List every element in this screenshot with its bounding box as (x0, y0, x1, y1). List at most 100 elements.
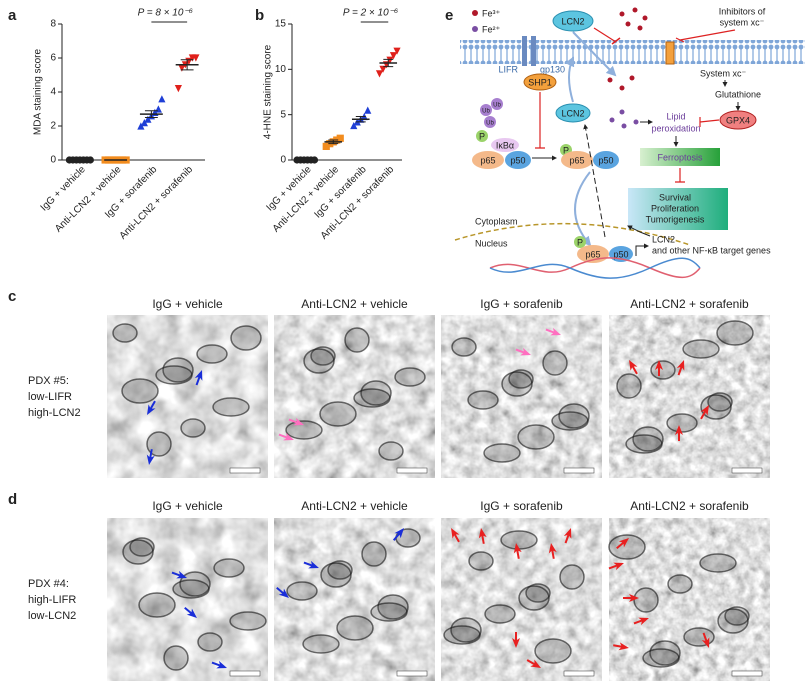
mitochondrion (642, 648, 680, 668)
error-bar (180, 59, 194, 71)
mitochondrion (483, 443, 521, 463)
mitochondrion (180, 418, 206, 438)
lcn2: LCN2 (561, 108, 584, 118)
system: System xc⁻ (700, 68, 747, 78)
mitochondrion (163, 645, 189, 671)
inhibitors: system xc⁻ (720, 17, 765, 27)
mitochondrion (467, 390, 499, 410)
mitochondrion (700, 394, 732, 420)
ub: Ub (486, 121, 494, 127)
arrow (478, 528, 487, 544)
panel-label: b (255, 7, 264, 24)
scale-bar (563, 467, 595, 474)
fe3: Fe³⁺ (482, 8, 501, 18)
fe2-icon (472, 26, 478, 32)
column-title: Anti-LCN2 + sorafenib (630, 297, 749, 311)
outcome: Tumorigenesis (646, 214, 705, 224)
point (192, 54, 200, 62)
error-bar (328, 139, 339, 145)
mitochondrion (558, 403, 590, 429)
ikba: IκBα (496, 140, 514, 150)
nucleus: Nucleus (475, 238, 508, 248)
arrow (565, 56, 575, 103)
lcn2: LCN2 (561, 16, 584, 26)
micrograph (107, 518, 268, 681)
p: P (577, 237, 583, 247)
point (336, 134, 344, 142)
iron-dots (607, 7, 648, 91)
y-tick-label: 2 (50, 121, 56, 132)
arrow (623, 594, 639, 602)
cytoplasm: Cytoplasm (475, 216, 518, 226)
arrow (288, 417, 304, 426)
arrow (616, 538, 629, 550)
outcome-box (628, 188, 728, 230)
y-tick-label: 0 (280, 155, 286, 166)
mitochondrion (667, 574, 693, 594)
mitochondrion (285, 420, 323, 440)
mitochondrion (633, 587, 659, 613)
inhibitors: Inhibitors of (719, 6, 766, 16)
inhibit-line (699, 117, 720, 127)
ub: Ub (493, 103, 501, 109)
panel-label: d (8, 491, 17, 508)
lifr: LIFR (498, 64, 518, 74)
mitochondrion (518, 585, 550, 611)
y-axis-label: 4-HNE staining score (263, 44, 274, 139)
mitochondrion (286, 581, 318, 601)
column-title: Anti-LCN2 + vehicle (301, 297, 408, 311)
micrograph (274, 518, 435, 681)
membrane (460, 40, 805, 64)
mitochondrion (162, 357, 194, 383)
mitochondrion (500, 530, 538, 550)
micrograph-image (441, 518, 602, 681)
arrow (303, 560, 319, 569)
micrograph-image (441, 315, 602, 478)
mitochondrion (534, 638, 572, 664)
p-icon (574, 236, 586, 248)
mitochondrion (370, 602, 408, 622)
panel-label: c (8, 288, 16, 305)
column-title: IgG + sorafenib (480, 499, 563, 513)
receptor (531, 36, 536, 66)
arrow (545, 327, 561, 336)
mitochondrion (319, 401, 357, 427)
y-tick-label: 5 (280, 109, 286, 120)
y-tick-label: 0 (50, 155, 56, 166)
error-bar (383, 58, 394, 68)
arrow (392, 528, 404, 541)
receptor (522, 36, 527, 66)
fe3-icon (472, 10, 478, 16)
arrow (574, 171, 592, 247)
transporter (665, 41, 675, 65)
mitochondrion (212, 397, 250, 417)
ferroptosis: Ferroptosis (657, 152, 703, 162)
mitochondrion (303, 348, 335, 374)
point (386, 56, 394, 64)
micrograph (608, 518, 770, 681)
annotation: P = 2 × 10⁻⁶ (343, 8, 398, 19)
dna (489, 257, 701, 279)
mitochondrion (699, 553, 737, 573)
arrow (633, 617, 649, 626)
mitochondrion (501, 371, 533, 397)
p: P (479, 131, 485, 141)
ferroptosis-box (640, 148, 720, 166)
p: P (563, 145, 569, 155)
arrow (676, 360, 685, 376)
mitochondrion (172, 579, 210, 599)
arrow (147, 400, 156, 415)
point (389, 52, 398, 60)
mitochondrion (559, 564, 585, 590)
p-icon (476, 130, 488, 142)
point (393, 47, 401, 55)
y-tick-label: 8 (50, 19, 56, 30)
mitochondrion (468, 551, 494, 571)
mitochondrion (179, 571, 211, 597)
dna (489, 257, 701, 279)
p50: p50 (598, 155, 613, 165)
arrow (583, 124, 606, 238)
mitochondrion (320, 562, 352, 588)
mitochondrion (394, 367, 426, 387)
inhibit-line (535, 92, 545, 149)
